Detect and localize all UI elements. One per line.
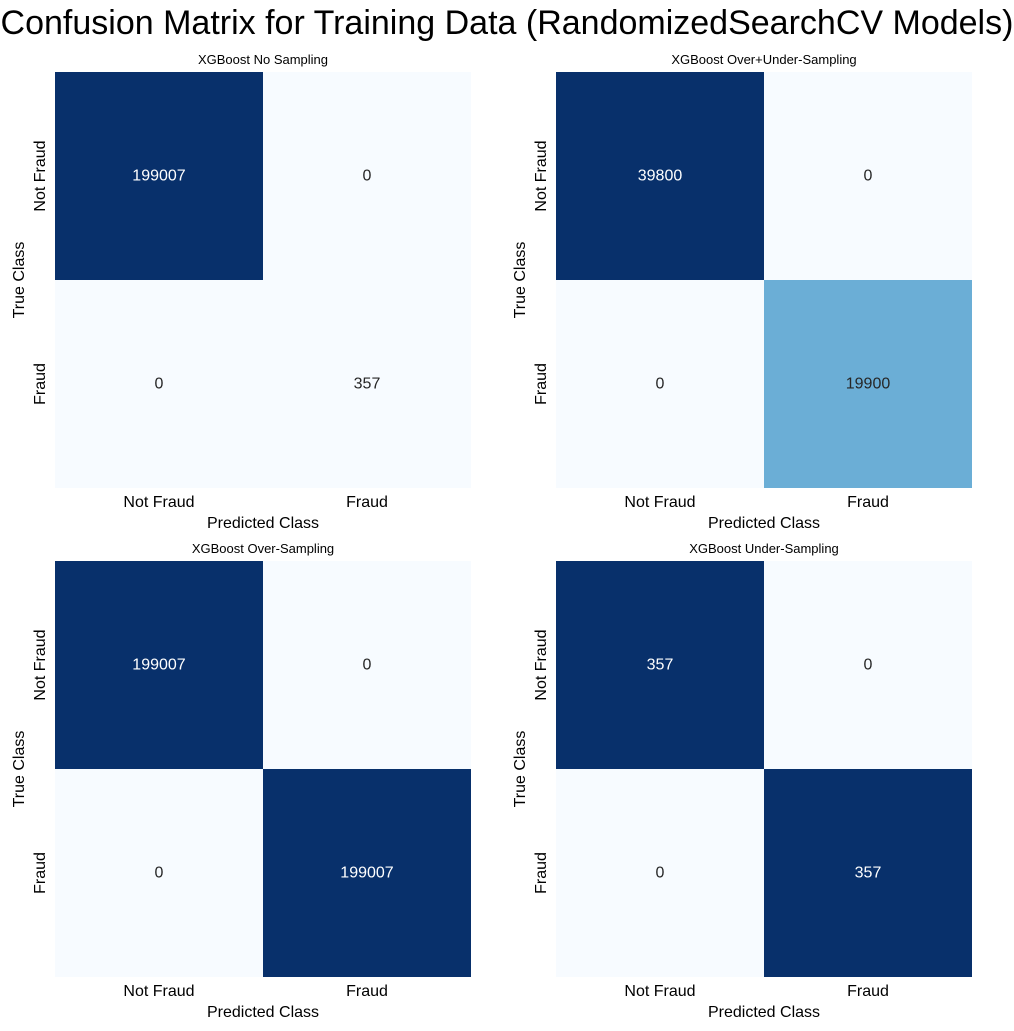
cell-value-1-1-0: 0 [656,376,665,393]
heatmap-cell-0-0-1 [263,72,471,280]
cell-value-0-0-0: 199007 [132,168,185,185]
x-axis-label-1: Predicted Class [707,515,821,532]
heatmap-cell-3-0-0 [556,561,764,769]
y-axis-label-3: True Class [512,730,529,808]
y-tick-label-0-1: Fraud [32,363,49,405]
y-tick-label-1-1: Fraud [533,363,550,405]
y-tick-label-2-0: Not Fraud [32,629,49,701]
panel-title-0: XGBoost No Sampling [197,52,329,67]
cell-value-3-1-1: 357 [855,865,882,882]
heatmap-cell-2-1-0 [55,769,263,977]
cell-value-2-0-0: 199007 [132,657,185,674]
cell-value-0-1-1: 357 [354,376,381,393]
heatmap-cell-2-1-1 [263,769,471,977]
x-axis-label-0: Predicted Class [206,515,320,532]
cell-value-1-1-1: 19900 [846,376,891,393]
heatmap-cell-0-0-0 [55,72,263,280]
heatmap-cell-0-1-1 [263,280,471,488]
x-tick-label-2-1: Fraud [346,983,388,1000]
cell-value-2-0-1: 0 [363,657,372,674]
heatmap-cell-1-0-1 [764,72,972,280]
cell-value-3-1-0: 0 [656,865,665,882]
cell-value-2-1-0: 0 [155,865,164,882]
x-axis-label-3: Predicted Class [707,1004,821,1021]
y-axis-label-0: True Class [11,241,28,319]
y-tick-label-0-0: Not Fraud [32,140,49,212]
x-tick-label-1-1: Fraud [847,494,889,511]
cell-value-3-0-0: 357 [647,657,674,674]
y-axis-label-1: True Class [512,241,529,319]
x-tick-label-1-0: Not Fraud [624,494,696,511]
x-tick-label-3-0: Not Fraud [624,983,696,1000]
heatmap-cell-3-1-0 [556,769,764,977]
cell-value-2-1-1: 199007 [340,865,393,882]
heatmap-cell-2-0-1 [263,561,471,769]
panel-title-3: XGBoost Under-Sampling [689,541,839,556]
x-tick-label-2-0: Not Fraud [123,983,195,1000]
x-axis-label-2: Predicted Class [206,1004,320,1021]
cell-value-1-0-0: 39800 [638,168,683,185]
heatmap-cell-3-1-1 [764,769,972,977]
x-tick-label-3-1: Fraud [847,983,889,1000]
y-axis-label-2: True Class [11,730,28,808]
panel-title-1: XGBoost Over+Under-Sampling [671,52,857,67]
y-tick-label-3-0: Not Fraud [533,629,550,701]
cell-value-0-0-1: 0 [363,168,372,185]
heatmap-cell-1-0-0 [556,72,764,280]
y-tick-label-3-1: Fraud [533,852,550,894]
cell-value-1-0-1: 0 [864,168,873,185]
heatmap-cell-1-1-0 [556,280,764,488]
cell-value-3-0-1: 0 [864,657,873,674]
y-tick-label-1-0: Not Fraud [533,140,550,212]
figure-title: Confusion Matrix for Training Data (Rand… [0,4,1014,42]
cell-value-0-1-0: 0 [155,376,164,393]
heatmap-cell-3-0-1 [764,561,972,769]
y-tick-label-2-1: Fraud [32,852,49,894]
x-tick-label-0-1: Fraud [346,494,388,511]
heatmap-cell-0-1-0 [55,280,263,488]
panel-title-2: XGBoost Over-Sampling [191,541,335,556]
heatmap-cell-1-1-1 [764,280,972,488]
heatmap-cell-2-0-0 [55,561,263,769]
x-tick-label-0-0: Not Fraud [123,494,195,511]
